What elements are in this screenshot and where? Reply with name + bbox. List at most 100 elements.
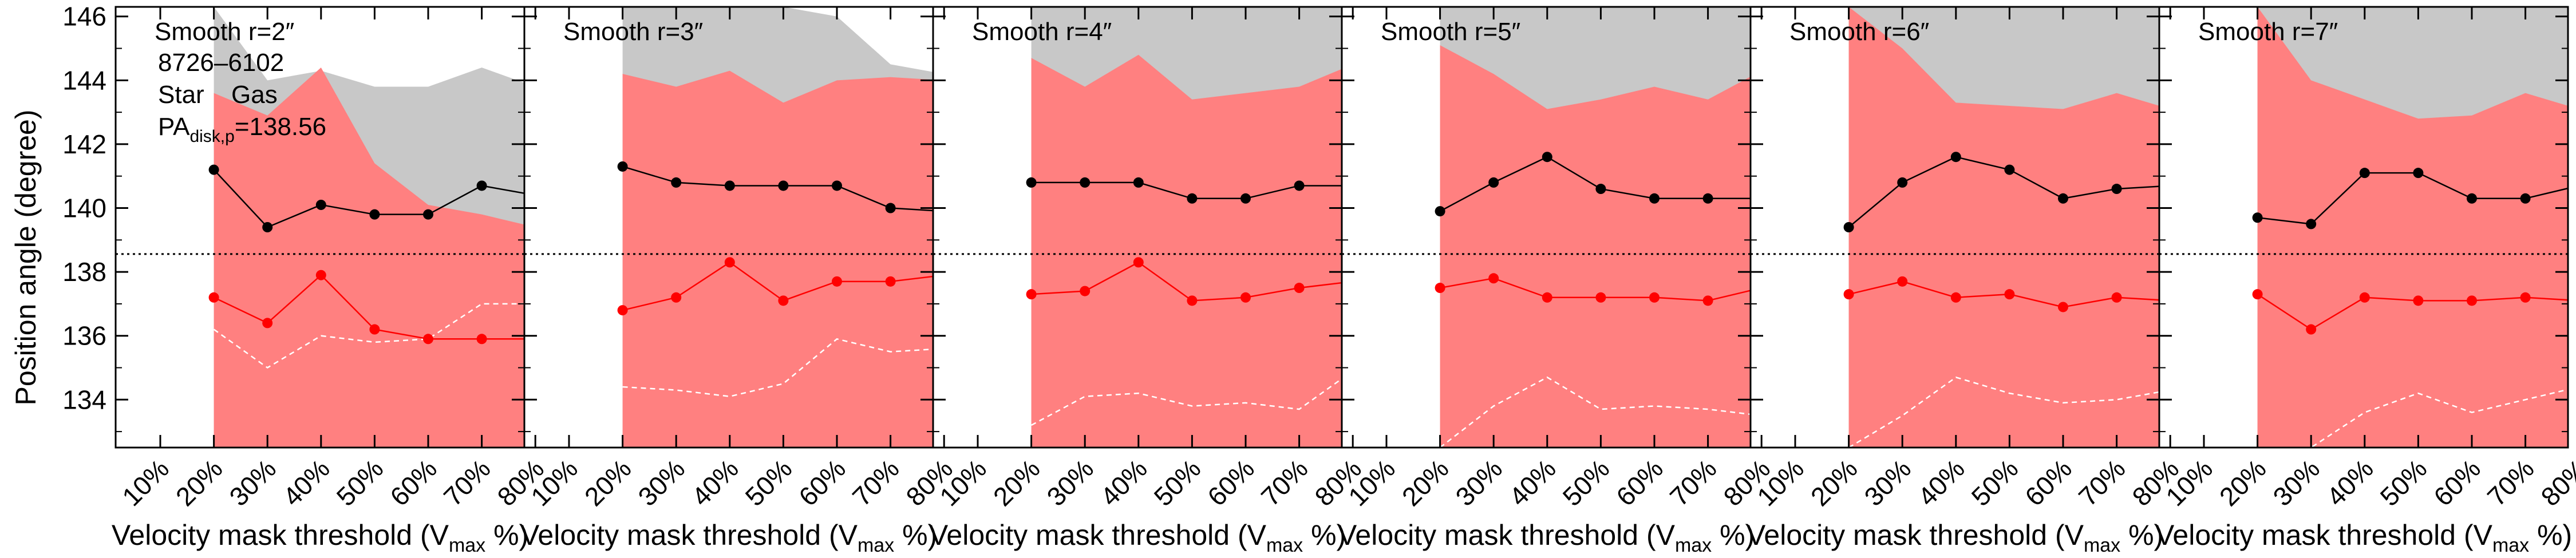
star-pa-point: [1348, 180, 1358, 191]
star-pa-point: [1435, 206, 1445, 217]
gas-pa-point: [1488, 273, 1499, 284]
x-tick-label: 50%: [1557, 453, 1615, 512]
gas-pa-point: [2467, 295, 2477, 306]
x-tick-label: 50%: [1966, 453, 2024, 512]
gas-pa-point: [2520, 292, 2531, 303]
y-axis-title: Position angle (degree): [10, 110, 42, 406]
gas-pa-point: [2252, 289, 2263, 300]
gas-pa-point: [2413, 295, 2424, 306]
panel-smooth-label: Smooth r=2″: [155, 18, 294, 46]
panel-6: 10%20%30%40%50%60%70%80%Smooth r=7″Veloc…: [2155, 6, 2576, 556]
gas-pa-point: [476, 334, 487, 345]
star-pa-point: [1595, 184, 1606, 195]
x-tick-label: 40%: [277, 453, 335, 512]
gas-pa-point: [1843, 289, 1854, 300]
star-pa-point: [530, 190, 540, 200]
panel-3: 10%20%30%40%50%60%70%80%Smooth r=4″Veloc…: [929, 6, 1367, 556]
gas-lower-bound-line: [622, 338, 933, 397]
star-pa-point: [1950, 152, 1961, 163]
star-pa-point: [1542, 152, 1552, 163]
star-pa-point: [1026, 177, 1037, 188]
star-pa-point: [369, 209, 380, 220]
gas-pa-point: [1348, 276, 1358, 287]
x-tick-label: 70%: [2073, 453, 2131, 512]
y-tick-label: 134: [62, 385, 106, 414]
x-tick-label: 70%: [847, 453, 905, 512]
gas-pa-point: [262, 318, 273, 329]
x-tick-label: 30%: [223, 453, 282, 512]
gas-pa-point: [1133, 257, 1144, 268]
star-pa-point: [2413, 168, 2424, 179]
x-axis-title: Velocity mask threshold (Vmax %): [520, 519, 937, 556]
star-pa-point: [2058, 193, 2068, 204]
gas-pa-point: [369, 324, 380, 335]
star-pa-point: [423, 209, 433, 220]
x-tick-label: 80%: [2535, 453, 2576, 512]
star-pa-point: [778, 180, 789, 191]
gas-lower-bound-line: [1031, 378, 1342, 426]
pa-subscript: disk,p: [189, 127, 234, 146]
x-tick-label: 40%: [1503, 453, 1562, 512]
gas-pa-point: [885, 276, 896, 287]
star-pa-point: [476, 180, 487, 191]
panels-layer: 10%20%30%40%50%60%70%80%Smooth r=2″Veloc…: [62, 2, 2576, 556]
x-tick-label: 40%: [1912, 453, 1970, 512]
x-tick-label: 10%: [116, 453, 175, 512]
gas-pa-point: [1649, 292, 1660, 303]
gas-pa-point: [2165, 295, 2175, 306]
star-pa-point: [315, 199, 326, 210]
gas-pa-point: [315, 270, 326, 280]
star-pa-point: [1897, 177, 1908, 188]
x-tick-label: 40%: [686, 453, 744, 512]
x-tick-label: 50%: [740, 453, 798, 512]
gas-pa-point: [1240, 292, 1251, 303]
x-tick-label: 60%: [793, 453, 851, 512]
x-tick-label: 50%: [2374, 453, 2433, 512]
gas-pa-point: [1542, 292, 1552, 303]
y-tick-label: 144: [62, 65, 106, 95]
x-tick-label: 30%: [1858, 453, 1917, 512]
y-tick-label: 146: [62, 2, 106, 31]
x-tick-label: 50%: [331, 453, 389, 512]
panel-smooth-label: Smooth r=7″: [2198, 18, 2338, 46]
x-tick-label: 30%: [2267, 453, 2325, 512]
panel-5: 10%20%30%40%50%60%70%80%Smooth r=6″Veloc…: [1747, 6, 2184, 556]
star-pa-point: [2306, 219, 2317, 229]
x-axis-title: Velocity mask threshold (Vmax %): [2155, 519, 2572, 556]
gas-pa-point: [2004, 289, 2015, 300]
x-tick-label: 60%: [2428, 453, 2486, 512]
gas-pa-point: [724, 257, 735, 268]
star-pa-point: [2004, 164, 2015, 175]
star-pa-point: [1240, 193, 1251, 204]
y-tick-label: 142: [62, 129, 106, 159]
plot-area: [2159, 7, 2576, 448]
x-tick-label: 70%: [438, 453, 496, 512]
y-tick-label: 138: [62, 257, 106, 287]
star-pa-point: [2574, 180, 2576, 191]
star-pa-point: [1702, 193, 1713, 204]
gas-pa-point: [1595, 292, 1606, 303]
panel-2: 10%20%30%40%50%60%70%80%Smooth r=3″Veloc…: [520, 6, 958, 556]
gas-pa-point: [671, 292, 682, 303]
panel-smooth-label: Smooth r=4″: [972, 18, 1112, 46]
y-tick-label: 140: [62, 193, 106, 223]
star-pa-point: [885, 203, 896, 213]
star-pa-point: [2252, 212, 2263, 223]
star-pa-point: [1187, 193, 1198, 204]
x-tick-label: 70%: [1255, 453, 1314, 512]
gas-error-band: [1440, 45, 1751, 448]
gas-error-band: [2257, 7, 2568, 448]
star-pa-point: [1843, 222, 1854, 232]
x-tick-label: 20%: [579, 453, 637, 512]
x-tick-label: 30%: [632, 453, 690, 512]
gas-pa-point: [2306, 324, 2317, 335]
gas-lower-bound-line: [1439, 376, 1751, 448]
star-pa-point: [2359, 168, 2370, 179]
star-pa-point: [2111, 184, 2122, 195]
y-tick-label: 136: [62, 321, 106, 351]
gas-lower-bound-line: [1848, 376, 2159, 448]
star-pa-point: [1649, 193, 1660, 204]
plot-area: [933, 7, 1358, 448]
x-axis-title: Velocity mask threshold (Vmax %): [1338, 519, 1755, 556]
gas-lower-bound-line: [2257, 389, 2568, 448]
